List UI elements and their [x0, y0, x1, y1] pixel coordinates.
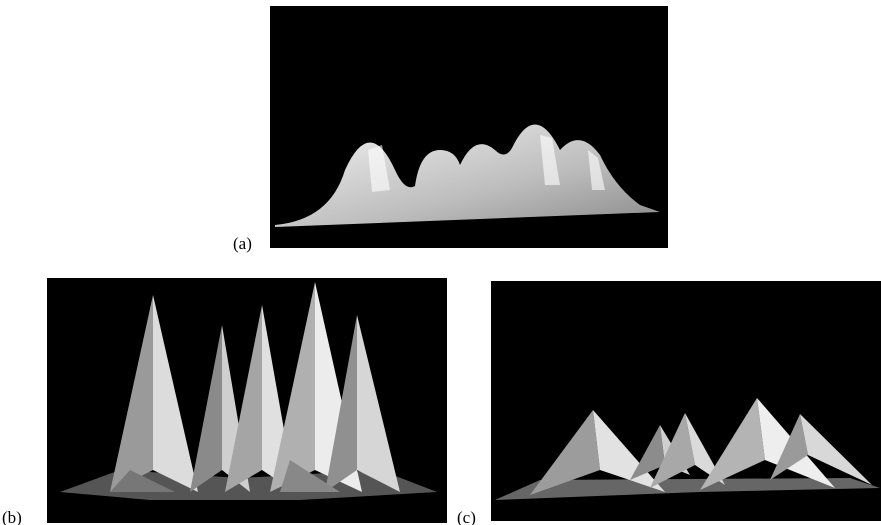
panel-label: (a) — [233, 234, 252, 253]
panel-label: (c) — [457, 508, 476, 525]
panel-b: (b) — [2, 278, 447, 525]
figure: (a) (b) — [0, 0, 881, 525]
panel-label: (b) — [2, 508, 22, 525]
panel-c: (c) — [457, 281, 881, 525]
page: (a) (b) — [0, 0, 881, 525]
panel-a: (a) — [233, 6, 668, 253]
